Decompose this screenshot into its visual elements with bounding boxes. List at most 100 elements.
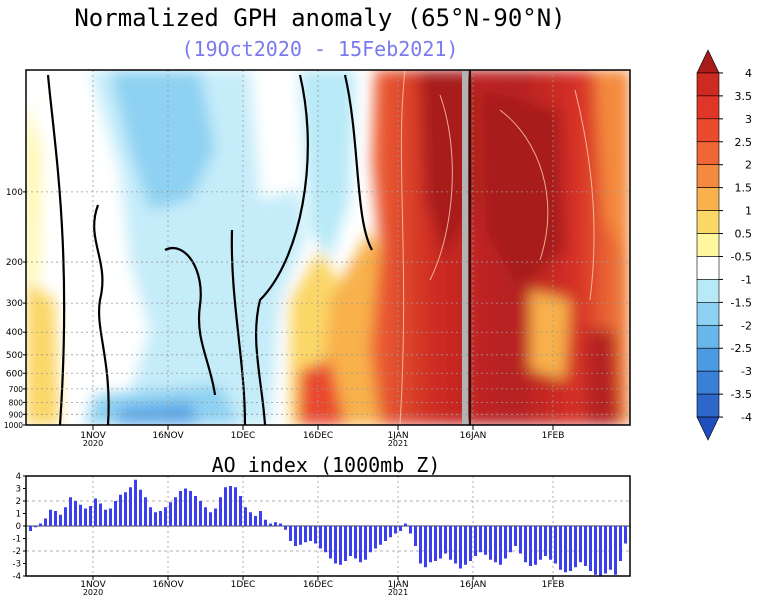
zero-contour [164, 247, 217, 396]
ao-bar [34, 526, 37, 528]
zero-contour [46, 74, 66, 425]
x-tick-label: 1NOV [80, 431, 106, 441]
colorbar-label: 4 [745, 67, 752, 80]
ao-bar [519, 526, 522, 554]
colorbar-cell [696, 370, 720, 395]
positive-anomaly-right-edge [595, 70, 630, 260]
positive-anomaly-light-patch [530, 290, 570, 380]
ao-bar [514, 526, 517, 546]
ao-bar [194, 496, 197, 526]
ao-bar [44, 518, 47, 526]
ao-chart-title: AO index (1000mb Z) [212, 453, 441, 477]
ao-bar [239, 496, 242, 526]
colorbar-cell [696, 164, 720, 188]
colorbar-label: 3.5 [735, 90, 753, 103]
x-tick-label: 16DEC [303, 580, 333, 590]
main-chart-subtitle: (19Oct2020 - 15Feb2021) [182, 37, 459, 61]
ao-y-axis: 4 3 2 1 0 -1 -2 -3 -4 [13, 472, 26, 582]
ao-bar [54, 511, 57, 526]
ao-bar [169, 502, 172, 526]
ao-bar [429, 526, 432, 563]
ao-bar [464, 526, 467, 565]
ao-bar [279, 523, 282, 526]
ao-bar [469, 526, 472, 561]
y-tick-label: 300 [6, 299, 23, 309]
ao-bar [309, 526, 312, 541]
x-tick-label: 16NOV [152, 580, 184, 590]
zero-contour [230, 229, 247, 425]
x-tick-year: 2020 [83, 439, 103, 448]
y-tick-label: 4 [16, 472, 21, 482]
y-tick-label: 900 [9, 410, 24, 419]
colorbar-label: 1 [745, 205, 752, 218]
y-tick-label: 700 [9, 385, 24, 394]
heatmap-frame [25, 69, 631, 426]
ao-bar [569, 526, 572, 571]
missing-data-strip [462, 70, 468, 425]
ao-bar [149, 507, 152, 526]
ao-bar [379, 526, 382, 545]
colorbar-cell [696, 141, 720, 166]
ao-bar [204, 507, 207, 526]
colorbar-label: 1.5 [735, 182, 753, 195]
colorbar-label: 0.5 [735, 228, 753, 241]
ao-bar [249, 512, 252, 526]
ao-bar [509, 526, 512, 553]
colorbar-cell [696, 324, 720, 349]
positive-anomaly-feb-core [480, 90, 565, 290]
ao-bar [439, 526, 442, 559]
colorbar: 4 3.5 3 2.5 2 1.5 1 0.5 -0.5 -1 -1.5 -2 -2.5 -3 -3.5 -4 [696, 49, 753, 441]
y-tick-label: 0 [16, 522, 21, 532]
colorbar-label: -2 [741, 319, 752, 332]
zero-contour [93, 204, 110, 425]
ao-bar [579, 526, 582, 563]
ao-bar [59, 514, 62, 526]
colorbar-cell [696, 302, 720, 326]
y-tick-label: 500 [6, 351, 23, 361]
ao-bar [344, 526, 347, 561]
ao-bar [29, 526, 32, 531]
ao-bar [284, 526, 287, 530]
colorbar-cell [696, 72, 720, 97]
ao-bar [409, 526, 412, 534]
ao-bar [39, 523, 42, 526]
ao-bar [359, 526, 362, 563]
zero-contour [343, 74, 373, 251]
ao-bar [94, 498, 97, 526]
y-tick-label: 800 [9, 398, 24, 407]
zero-contours [46, 74, 373, 425]
y-tick-label: 3 [16, 485, 21, 495]
ao-bar [399, 526, 402, 531]
ao-bar [414, 526, 417, 546]
ao-bar [199, 501, 202, 526]
ao-bar [599, 526, 602, 576]
ao-bar [449, 526, 452, 560]
positive-anomaly-dec-core [298, 360, 345, 425]
ao-bar [159, 511, 162, 526]
ao-bar [99, 503, 102, 526]
positive-contour [429, 94, 453, 281]
colorbar-cell [696, 279, 720, 303]
ao-bar [234, 487, 237, 526]
y-tick-label: 400 [6, 328, 23, 338]
negative-anomaly-core [110, 70, 215, 210]
ao-bar [364, 526, 367, 560]
positive-anomaly-jan-core [420, 70, 475, 260]
colorbar-label: -1.5 [731, 296, 752, 309]
ao-bar [74, 501, 77, 526]
ao-bar [209, 512, 212, 526]
ao-bar [339, 526, 342, 565]
ao-bar [119, 494, 122, 526]
colorbar-label: -3 [741, 365, 752, 378]
y-tick-label: 600 [6, 369, 23, 379]
ao-bar [619, 526, 622, 561]
ao-bar [144, 497, 147, 526]
y-tick-label: 100 [6, 188, 23, 198]
ao-bar [314, 526, 317, 544]
ao-bar [459, 526, 462, 569]
ao-bar [304, 526, 307, 543]
ao-bar [479, 526, 482, 553]
ao-bar [489, 526, 492, 560]
